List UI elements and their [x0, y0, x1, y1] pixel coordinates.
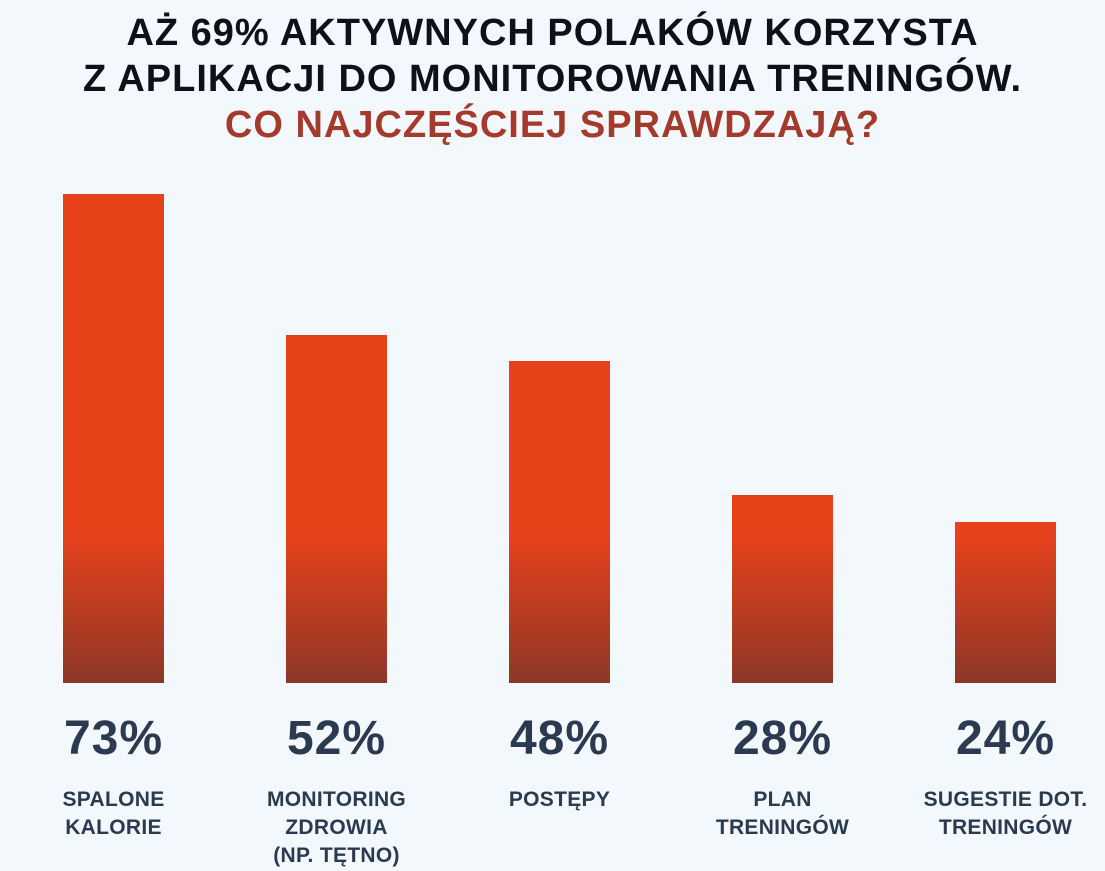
bar-category-label-line: KALORIE	[65, 816, 162, 839]
bar	[63, 194, 164, 683]
bar-category-label-line: TRENINGÓW	[938, 816, 1073, 839]
title-line-1: AŻ 69% AKTYWNYCH POLAKÓW KORZYSTA	[126, 12, 979, 54]
bar-category-label-line: TRENINGÓW	[715, 816, 850, 839]
bar-column: 73% SPALONE KALORIE	[2, 0, 226, 871]
chart-header: AŻ 69% AKTYWNYCH POLAKÓW KORZYSTA Z APLI…	[0, 10, 1105, 148]
bar-category-label: MONITORING ZDROWIA (NP. TĘTNO)	[225, 786, 449, 870]
bar-category-label: SPALONE KALORIE	[2, 786, 226, 842]
bar-column: 28% PLAN TRENINGÓW	[671, 0, 895, 871]
bar-value-label: 28%	[732, 712, 833, 765]
bar-category-label-line: POSTĘPY	[508, 788, 611, 811]
bar-category-label-line: (NP. TĘTNO)	[273, 844, 400, 867]
bar-column: 24% SUGESTIE DOT. TRENINGÓW	[894, 0, 1105, 871]
bar-category-label-line: MONITORING	[266, 788, 407, 811]
bar-category-label-line: ZDROWIA	[285, 816, 388, 839]
bar-category-label-line: PLAN	[753, 788, 812, 811]
bar-column: 52% MONITORING ZDROWIA (NP. TĘTNO)	[225, 0, 449, 871]
bar-category-label: POSTĘPY	[448, 786, 672, 814]
bar-category-label: PLAN TRENINGÓW	[671, 786, 895, 842]
bar-category-label-line: SUGESTIE DOT.	[923, 788, 1088, 811]
bar-column: 48% POSTĘPY	[448, 0, 672, 871]
bar	[955, 522, 1056, 683]
bar-value-label: 73%	[63, 712, 164, 765]
bar-category-label: SUGESTIE DOT. TRENINGÓW	[894, 786, 1105, 842]
title-line-2: Z APLIKACJI DO MONITOROWANIA TRENINGÓW.	[82, 58, 1023, 100]
bar-value-label: 24%	[955, 712, 1056, 765]
bar-value-label: 52%	[286, 712, 387, 765]
chart-subtitle: CO NAJCZĘŚCIEJ SPRAWDZAJĄ?	[224, 104, 881, 146]
bar	[509, 361, 610, 683]
bar	[286, 335, 387, 683]
bar	[732, 495, 833, 683]
bar-value-label: 48%	[509, 712, 610, 765]
bar-category-label-line: SPALONE	[62, 788, 165, 811]
